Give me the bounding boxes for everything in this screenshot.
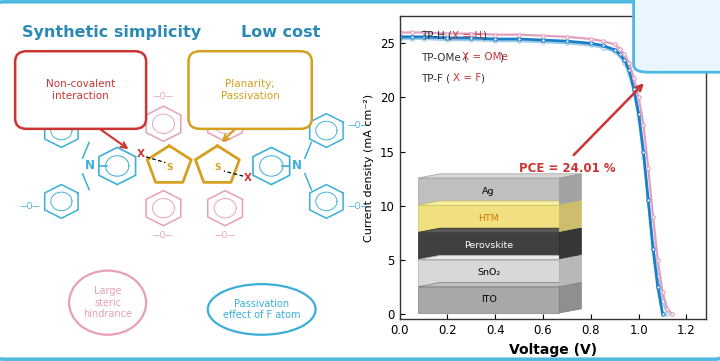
Legend:  [405,21,411,28]
Text: TP-H (: TP-H ( [421,31,452,41]
Ellipse shape [208,284,315,335]
Text: —O—: —O— [215,92,235,101]
Text: X = H: X = H [451,31,482,41]
Text: ): ) [481,73,485,83]
Text: Low cost: Low cost [241,25,320,40]
Text: —O—: —O— [348,121,369,130]
Text: —O—: —O— [215,231,235,240]
Ellipse shape [69,271,146,335]
Text: Large
steric
hindrance: Large steric hindrance [83,286,132,319]
Text: ): ) [499,52,503,62]
Text: ): ) [482,31,486,41]
Text: Non-covalent
interaction: Non-covalent interaction [46,79,115,101]
Text: —O—: —O— [153,231,174,240]
Text: TP-F (: TP-F ( [421,73,450,83]
Text: —O—: —O— [20,121,41,130]
Text: —O—: —O— [348,202,369,211]
Text: —O—: —O— [153,92,174,101]
Y-axis label: Current density (mA cm⁻²): Current density (mA cm⁻²) [364,94,374,242]
Text: N: N [292,160,302,173]
Text: X: X [136,149,144,159]
Text: Planarity;
Passivation: Planarity; Passivation [221,79,279,101]
Text: X: X [244,173,252,183]
Text: X = OMe: X = OMe [462,52,508,62]
FancyBboxPatch shape [189,51,312,129]
Text: —O—: —O— [20,202,41,211]
Text: TP-OMe (: TP-OMe ( [421,52,468,62]
X-axis label: Voltage (V): Voltage (V) [508,343,597,357]
Text: Passivation
effect of F atom: Passivation effect of F atom [223,299,300,320]
Text: N: N [85,160,95,173]
Text: PCE = 24.01 %: PCE = 24.01 % [518,162,616,175]
Text: X = F: X = F [453,73,482,83]
Text: S: S [214,163,220,172]
FancyBboxPatch shape [15,51,146,129]
Text: Synthetic simplicity: Synthetic simplicity [22,25,201,40]
Text: S: S [166,163,173,172]
